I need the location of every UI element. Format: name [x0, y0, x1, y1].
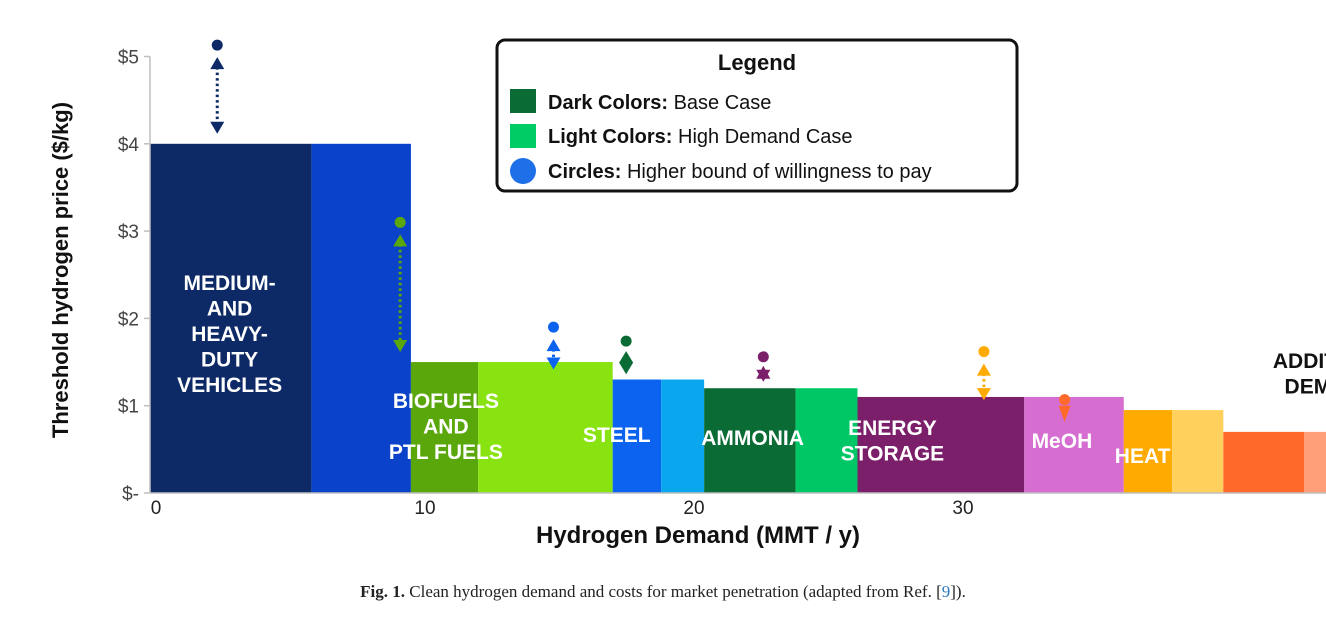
- segment-label-7: ADDITIONAL DEMANDS: [1273, 350, 1326, 399]
- caption-text: Clean hydrogen demand and costs for mark…: [409, 582, 942, 601]
- segment-label-line: ADDITIONAL: [1273, 350, 1326, 373]
- segment-label-line: HEAVY-: [191, 323, 268, 346]
- x-tick-label: 30: [952, 498, 973, 519]
- legend-circle-marker: [510, 158, 536, 184]
- arrow-down-head-6: [1058, 405, 1071, 422]
- upper-bound-circle-5: [978, 346, 990, 358]
- star-down-4: [756, 369, 771, 382]
- diamond-range-3: [619, 351, 634, 375]
- upper-bound-circle-0: [211, 39, 223, 51]
- segment-label-line: AND: [207, 298, 253, 321]
- segment-label-2: STEEL: [583, 424, 651, 447]
- y-tick-label: $4: [118, 135, 140, 156]
- bar-high-5: [1172, 410, 1224, 493]
- legend-swatch-base: [510, 89, 536, 113]
- segment-label-6: HEAT: [1115, 445, 1171, 468]
- x-tick-label: 20: [683, 498, 704, 519]
- arrow-down-head-0: [210, 121, 225, 134]
- bar-base-0: [150, 143, 312, 494]
- segment-label-line: BIOFUELS: [393, 390, 499, 413]
- bar-high-2: [661, 379, 705, 493]
- bar-base-5: [1123, 410, 1173, 493]
- caption-tail: ]).: [950, 582, 966, 601]
- y-tick-label: $3: [118, 222, 139, 243]
- y-tick-label: $-: [122, 484, 139, 505]
- bar-high-3: [795, 388, 858, 493]
- figure-caption: Fig. 1. Clean hydrogen demand and costs …: [0, 582, 1326, 602]
- upper-bound-circle-2: [548, 321, 559, 333]
- bar-high-6: [1304, 431, 1326, 493]
- arrow-down-head-5: [976, 388, 991, 401]
- upper-bound-circle-6: [1059, 394, 1071, 406]
- segment-label-line: MeOH: [1032, 430, 1093, 453]
- legend-entry-circles: Circles: Higher bound of willingness to …: [548, 161, 932, 183]
- arrow-down-head-1: [393, 340, 408, 353]
- bar-base-4: [857, 396, 1025, 493]
- bar-high-4: [1024, 396, 1124, 493]
- arrow-up-head-2: [546, 339, 561, 352]
- segment-label-4: ENERGY STORAGE: [841, 417, 944, 466]
- y-tick-label: $2: [118, 309, 139, 330]
- markers-layer: [210, 39, 1071, 422]
- upper-bound-circle-3: [620, 335, 632, 347]
- segment-label-1: BIOFUELS AND PTL FUELS: [389, 390, 503, 464]
- legend-entry-high: Light Colors: High Demand Case: [548, 126, 853, 148]
- caption-ref-link[interactable]: 9: [941, 582, 951, 601]
- segment-label-line: STEEL: [583, 424, 651, 447]
- y-tick-label: $1: [118, 397, 139, 418]
- segment-label-0: MEDIUM- AND HEAVY- DUTY VEHICLES: [177, 272, 282, 397]
- bar-base-1: [410, 362, 479, 493]
- segment-label-line: ENERGY: [848, 417, 937, 440]
- x-axis-title: Hydrogen Demand (MMT / y): [536, 522, 860, 549]
- legend-title: Legend: [718, 50, 796, 75]
- segment-label-line: VEHICLES: [177, 374, 282, 397]
- legend-entry-base: Dark Colors: Base Case: [548, 92, 771, 114]
- bar-base-3: [704, 388, 796, 493]
- upper-bound-circle-1: [394, 216, 406, 228]
- segment-label-5: MeOH: [1032, 430, 1093, 453]
- segment-label-line: STORAGE: [841, 443, 944, 466]
- legend: Legend Dark Colors: Base Case Light Colo…: [495, 38, 1019, 193]
- arrow-up-head-1: [393, 234, 408, 247]
- x-tick-label: 0: [151, 498, 162, 519]
- arrow-up-head-5: [976, 363, 991, 376]
- bar-base-6: [1223, 431, 1305, 493]
- segment-label-line: PTL FUELS: [389, 441, 503, 464]
- segment-label-line: DEMANDS: [1285, 376, 1326, 399]
- segment-label-line: AMMONIA: [701, 427, 804, 450]
- arrow-down-head-2: [546, 357, 561, 370]
- bars-layer: [150, 143, 1326, 494]
- segment-label-line: AND: [423, 416, 469, 439]
- arrow-up-head-0: [210, 57, 225, 70]
- y-tick-label: $5: [118, 48, 139, 69]
- legend-box: [495, 38, 1019, 193]
- segment-label-line: HEAT: [1115, 445, 1171, 468]
- bar-high-0: [311, 143, 411, 494]
- hydrogen-demand-chart: $-$1$2$3$4$5010203050Hydrogen Demand (MM…: [48, 38, 1326, 549]
- axes-layer: $-$1$2$3$4$5010203050Hydrogen Demand (MM…: [48, 48, 1326, 549]
- upper-bound-circle-4: [757, 351, 769, 363]
- y-axis-title: Threshold hydrogen price ($/kg): [48, 102, 73, 438]
- segment-label-line: MEDIUM-: [184, 272, 276, 295]
- legend-swatch-high: [510, 124, 536, 148]
- segment-label-line: DUTY: [201, 349, 258, 372]
- bar-base-2: [612, 379, 662, 493]
- caption-fig-label: Fig. 1.: [360, 582, 406, 601]
- x-tick-label: 10: [414, 498, 435, 519]
- bar-high-1: [478, 362, 613, 493]
- segment-label-3: AMMONIA: [701, 427, 804, 450]
